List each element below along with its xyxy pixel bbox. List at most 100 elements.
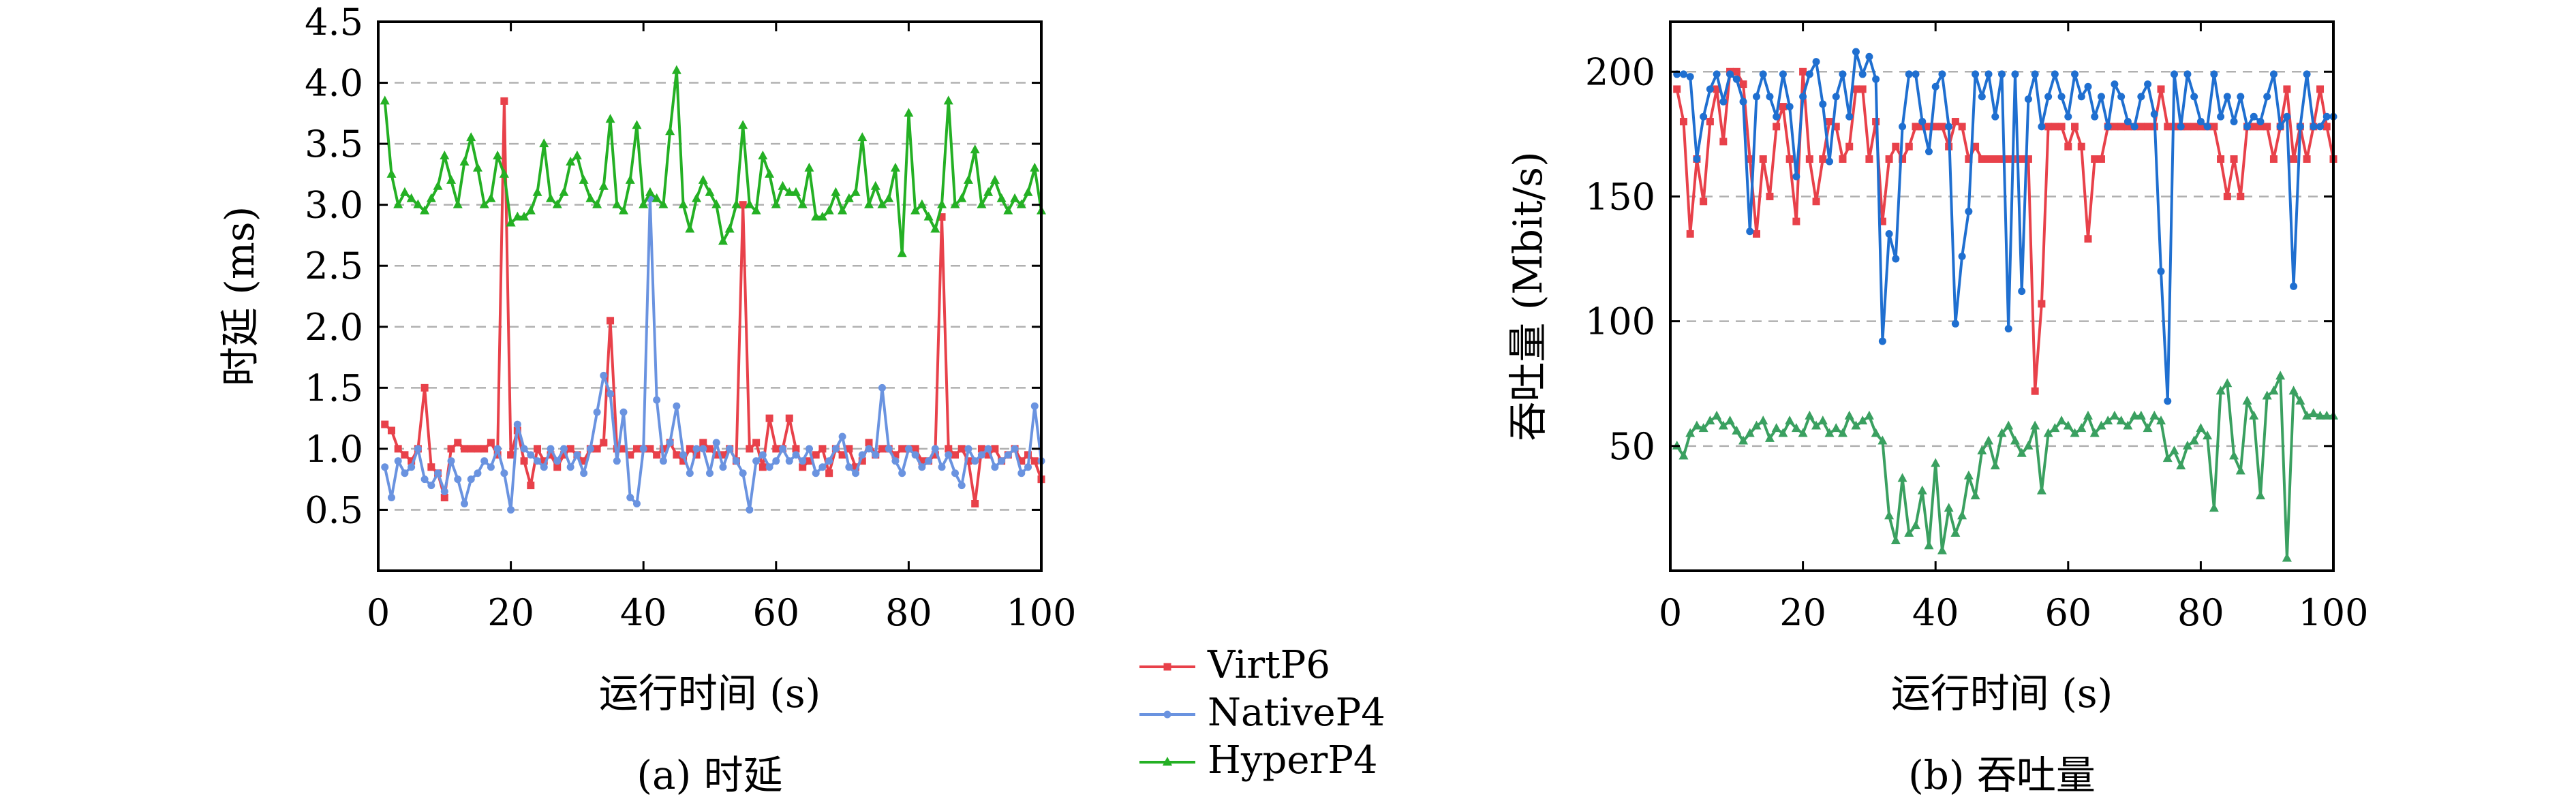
latency-point-hyperp4-34 bbox=[598, 180, 609, 190]
throughput-point-virtp6-24 bbox=[1826, 118, 1834, 126]
throughput-point-virtp6-49 bbox=[1991, 155, 1999, 163]
latency-point-nativep4-56 bbox=[746, 505, 754, 514]
throughput-point-nativep4-35 bbox=[1899, 123, 1907, 131]
latency-point-hyperp4-45 bbox=[671, 65, 681, 74]
throughput-point-nativep4-44 bbox=[1958, 252, 1966, 260]
latency-point-hyperp4-41 bbox=[645, 187, 655, 196]
throughput-point-hyperp4-60 bbox=[2063, 420, 2073, 430]
latency-point-nativep4-45 bbox=[673, 402, 681, 410]
latency-point-nativep4-27 bbox=[553, 457, 562, 465]
throughput-point-nativep4-45 bbox=[1965, 207, 1973, 215]
latency-point-hyperp4-7 bbox=[420, 205, 430, 215]
latency-point-nativep4-53 bbox=[726, 445, 734, 453]
throughput-point-virtp6-46 bbox=[1972, 142, 1980, 151]
latency-point-hyperp4-67 bbox=[817, 211, 827, 221]
throughput-caption: (b) 吞吐量 bbox=[1908, 752, 2096, 798]
throughput-point-nativep4-19 bbox=[1792, 172, 1800, 180]
throughput-point-virtp6-65 bbox=[2097, 155, 2105, 163]
throughput-point-hyperp4-27 bbox=[1844, 410, 1854, 420]
throughput-point-hyperp4-80 bbox=[2196, 423, 2206, 433]
throughput-point-nativep4-15 bbox=[1766, 93, 1774, 101]
throughput-point-nativep4-58 bbox=[2051, 70, 2059, 78]
throughput-point-virtp6-90 bbox=[2263, 123, 2271, 131]
throughput-point-virtp6-5 bbox=[1700, 198, 1708, 206]
throughput-point-hyperp4-89 bbox=[2255, 490, 2265, 500]
latency-point-virtp6-60 bbox=[772, 445, 780, 453]
latency-point-nativep4-74 bbox=[865, 445, 873, 453]
latency-point-nativep4-76 bbox=[878, 383, 886, 392]
throughput-point-nativep4-46 bbox=[1972, 70, 1980, 78]
latency-point-virtp6-81 bbox=[911, 445, 919, 453]
latency-point-hyperp4-21 bbox=[512, 211, 523, 221]
throughput-point-nativep4-78 bbox=[2183, 70, 2192, 78]
latency-point-hyperp4-16 bbox=[479, 199, 489, 208]
throughput-point-virtp6-21 bbox=[1805, 155, 1813, 163]
latency-point-nativep4-94 bbox=[998, 457, 1006, 465]
latency-point-hyperp4-76 bbox=[877, 199, 887, 208]
latency-point-nativep4-60 bbox=[772, 457, 780, 465]
latency-point-nativep4-28 bbox=[559, 445, 568, 453]
latency-point-nativep4-5 bbox=[408, 463, 416, 471]
throughput-point-virtp6-6 bbox=[1706, 118, 1714, 126]
throughput-point-nativep4-50 bbox=[1998, 70, 2006, 78]
throughput-point-hyperp4-30 bbox=[1864, 410, 1874, 420]
latency-point-nativep4-87 bbox=[951, 469, 960, 477]
latency-point-hyperp4-1 bbox=[380, 95, 390, 105]
throughput-point-virtp6-89 bbox=[2256, 123, 2265, 131]
latency-point-nativep4-99 bbox=[1030, 402, 1039, 410]
throughput-point-hyperp4-87 bbox=[2242, 395, 2252, 405]
throughput-point-nativep4-4 bbox=[1693, 155, 1701, 163]
latency-point-hyperp4-62 bbox=[784, 187, 795, 196]
latency-point-hyperp4-90 bbox=[970, 144, 980, 154]
latency-point-nativep4-11 bbox=[447, 457, 455, 465]
throughput-point-virtp6-62 bbox=[2077, 142, 2085, 151]
latency-point-virtp6-34 bbox=[600, 439, 608, 447]
latency-series-line-hyperp4 bbox=[383, 69, 1043, 255]
latency-point-virtp6-24 bbox=[534, 445, 542, 453]
throughput-point-hyperp4-70 bbox=[2130, 410, 2140, 420]
latency-point-virtp6-18 bbox=[493, 451, 502, 459]
latency-point-hyperp4-59 bbox=[765, 168, 775, 178]
throughput-point-virtp6-58 bbox=[2051, 123, 2059, 131]
latency-point-nativep4-7 bbox=[420, 475, 429, 484]
throughput-x-tick-label-40: 40 bbox=[1912, 591, 1959, 634]
throughput-series bbox=[1672, 48, 2338, 562]
latency-point-hyperp4-85 bbox=[937, 199, 947, 208]
latency-point-nativep4-52 bbox=[719, 463, 727, 471]
throughput-series-hyperp4 bbox=[1672, 371, 2338, 562]
latency-point-virtp6-68 bbox=[825, 469, 833, 477]
latency-point-hyperp4-2 bbox=[386, 168, 397, 178]
latency-point-virtp6-19 bbox=[500, 97, 508, 105]
latency-point-hyperp4-66 bbox=[811, 211, 821, 221]
latency-point-nativep4-57 bbox=[752, 457, 761, 465]
throughput-point-nativep4-32 bbox=[1878, 337, 1886, 345]
throughput-point-hyperp4-68 bbox=[2116, 415, 2126, 425]
latency-point-hyperp4-38 bbox=[625, 174, 635, 184]
throughput-point-hyperp4-47 bbox=[1977, 445, 1987, 455]
latency-point-virtp6-16 bbox=[480, 445, 489, 453]
latency-point-hyperp4-97 bbox=[1016, 199, 1026, 208]
latency-plot-frame bbox=[377, 20, 1043, 572]
latency-y-tick-label-4: 4.0 bbox=[305, 62, 363, 105]
throughput-point-virtp6-12 bbox=[1746, 155, 1754, 163]
throughput-point-hyperp4-19 bbox=[1791, 423, 1801, 433]
latency-point-nativep4-63 bbox=[792, 451, 800, 459]
throughput-point-nativep4-87 bbox=[2243, 123, 2252, 131]
throughput-point-hyperp4-92 bbox=[2275, 371, 2286, 380]
latency-point-nativep4-92 bbox=[984, 445, 992, 453]
throughput-point-nativep4-21 bbox=[1805, 70, 1813, 78]
latency-point-virtp6-87 bbox=[951, 451, 960, 459]
throughput-point-virtp6-63 bbox=[2084, 235, 2092, 243]
throughput-point-hyperp4-32 bbox=[1877, 435, 1888, 445]
throughput-point-nativep4-16 bbox=[1773, 112, 1781, 121]
latency-point-virtp6-91 bbox=[977, 445, 985, 453]
latency-x-tick-label-0: 0 bbox=[367, 591, 390, 634]
latency-point-hyperp4-52 bbox=[718, 236, 728, 245]
throughput-point-nativep4-97 bbox=[2310, 123, 2318, 131]
latency-point-virtp6-1 bbox=[381, 420, 389, 428]
latency-point-hyperp4-96 bbox=[1010, 193, 1020, 202]
throughput-point-hyperp4-85 bbox=[2229, 450, 2239, 460]
legend-entry-nativep4: NativeP4 bbox=[1139, 691, 1385, 735]
throughput-y-axis-label: 吞吐量 (Mbit/s) bbox=[1505, 151, 1551, 441]
throughput-point-nativep4-90 bbox=[2263, 93, 2271, 101]
